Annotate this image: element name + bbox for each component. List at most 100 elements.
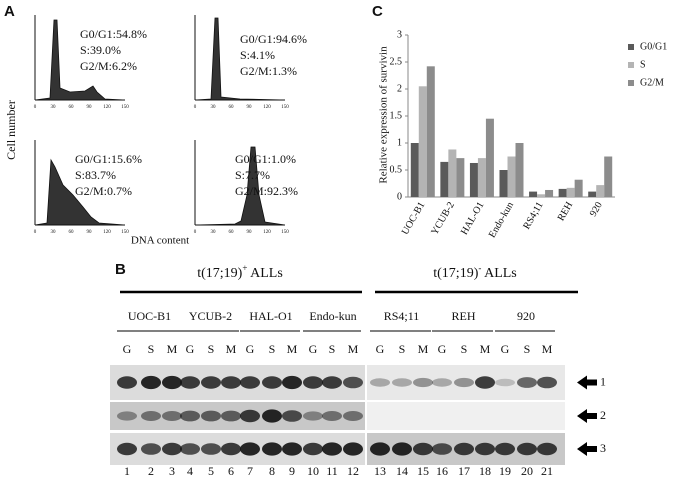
phase-label: S [148, 342, 155, 356]
stat-text: S:7.7% [235, 168, 270, 182]
band [162, 442, 182, 456]
band [117, 376, 137, 389]
group-header: t(17;19)+ ALLs [197, 263, 283, 281]
band [180, 410, 200, 422]
x-tick-label: 0 [34, 105, 37, 110]
x-tick-label: 120 [103, 105, 111, 110]
bar [529, 191, 538, 197]
panel-label: A [4, 3, 15, 20]
panel-label: B [115, 261, 126, 278]
histogram [34, 19, 126, 101]
band [303, 442, 323, 456]
x-tick-label: 30 [211, 105, 217, 110]
bar [499, 170, 508, 197]
band [262, 376, 282, 389]
band [221, 442, 241, 456]
band [221, 410, 241, 422]
lane-number: 11 [326, 464, 338, 478]
bar [418, 86, 427, 197]
phase-label: M [348, 342, 359, 356]
band [537, 376, 557, 389]
phase-label: G [309, 342, 318, 356]
bar [515, 143, 524, 197]
x-tick-label: HAL-O1 [459, 200, 487, 237]
x-tick-label: 90 [87, 105, 93, 110]
band [201, 410, 221, 422]
group-text: t(17;19) [433, 266, 478, 281]
y-axis-label: Relative expression of survivin [378, 46, 390, 184]
band [454, 442, 474, 456]
x-tick-label: 150 [121, 105, 129, 110]
lane-number: 18 [479, 464, 491, 478]
gel-bg [367, 402, 565, 430]
band [141, 411, 161, 421]
x-tick-label: 120 [263, 230, 271, 235]
cell-line: UOC-B1 [128, 309, 171, 323]
phase-label: M [287, 342, 298, 356]
arrow [577, 442, 597, 456]
lane-number: 3 [169, 464, 175, 478]
legend-label: G2/M [640, 77, 664, 88]
y-axis-label: Cell number [4, 100, 18, 160]
band [495, 442, 515, 456]
panel-label: C [372, 3, 383, 20]
band [117, 442, 137, 456]
group-header: t(17;19)- ALLs [433, 263, 517, 281]
stat-text: G2/M:1.3% [240, 64, 297, 78]
lane-number: 5 [208, 464, 214, 478]
cell-line: HAL-O1 [249, 309, 292, 323]
phase-label: G [376, 342, 385, 356]
band [262, 442, 282, 456]
band [322, 376, 342, 389]
band [221, 376, 241, 389]
bar [469, 162, 478, 197]
phase-label: S [269, 342, 276, 356]
band [495, 378, 515, 387]
phase-label: M [418, 342, 429, 356]
band [282, 410, 302, 422]
y-tick-label: 2.5 [390, 56, 403, 67]
legend-label: S [640, 59, 646, 70]
stat-text: G2/M:0.7% [75, 184, 132, 198]
x-tick-label: 30 [51, 105, 57, 110]
phase-label: G [123, 342, 132, 356]
band-label: 1 [600, 374, 606, 388]
group-suffix: ALLs [247, 266, 282, 281]
x-tick-label: YCUB-2 [429, 200, 457, 237]
band [162, 411, 182, 421]
cell-line: RS4;11 [384, 309, 420, 323]
x-tick-label: UOC-B1 [400, 200, 428, 237]
band [343, 442, 363, 456]
band [322, 411, 342, 421]
legend-label: G0/G1 [640, 41, 667, 52]
band [262, 409, 282, 423]
cell-line: Endo-kun [309, 309, 356, 323]
legend-swatch [628, 62, 634, 68]
cell-line: 920 [517, 309, 535, 323]
stat-text: G0/G1:54.8% [80, 27, 147, 41]
x-tick-label: 60 [69, 230, 75, 235]
band [343, 411, 363, 421]
band [201, 443, 221, 455]
bar [440, 161, 449, 197]
band [392, 378, 412, 387]
bar [485, 118, 494, 197]
lane-number: 20 [521, 464, 533, 478]
band [303, 411, 323, 421]
group-sup: + [242, 263, 247, 273]
bar [456, 158, 465, 197]
bar [596, 185, 605, 197]
band [180, 376, 200, 389]
lane-number: 9 [289, 464, 295, 478]
stat-text: S:4.1% [240, 48, 275, 62]
cell-line: REH [452, 309, 476, 323]
stat-text: G2/M:6.2% [80, 59, 137, 73]
x-tick-label: 0 [194, 230, 197, 235]
band [240, 376, 260, 389]
band [517, 442, 537, 456]
lane-number: 16 [436, 464, 448, 478]
arrow [577, 409, 597, 423]
band [413, 377, 433, 388]
phase-label: M [167, 342, 178, 356]
